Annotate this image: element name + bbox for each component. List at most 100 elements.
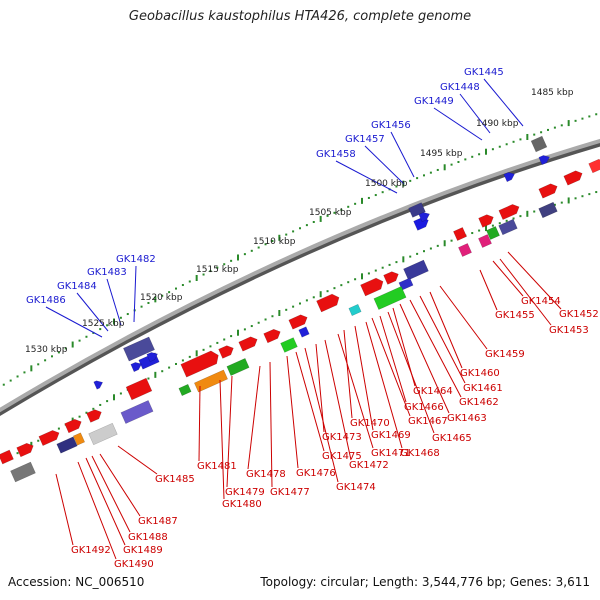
leader-line-red <box>492 260 524 297</box>
gene-label-red: GK1489 <box>123 545 163 556</box>
gene-feature <box>120 400 154 424</box>
kbp-label: 1485 kbp <box>531 88 574 98</box>
gene-feature <box>408 202 426 218</box>
tick-dot-group <box>2 113 598 463</box>
scale-tick-outer <box>278 234 281 241</box>
scale-tick-outer <box>250 249 253 252</box>
scale-tick-inner <box>106 400 109 403</box>
gene-label-red: GK1464 <box>413 386 453 397</box>
scale-tick-inner <box>85 411 88 414</box>
scale-tick-outer <box>23 371 26 374</box>
gene-feature <box>478 234 492 248</box>
scale-tick-outer <box>85 335 88 338</box>
gene-label-red: GK1490 <box>114 559 154 570</box>
scale-tick-inner <box>367 272 370 275</box>
leader-line-red <box>226 375 233 488</box>
gene-label-blue: GK1457 <box>345 134 385 145</box>
scale-tick-inner <box>209 345 212 348</box>
gene-label-group: GK1445 GK1448 GK1449 GK1456 GK1457 GK1458 GK14… <box>26 67 599 570</box>
scale-tick-outer <box>175 287 177 290</box>
scale-tick-outer <box>299 227 301 230</box>
scale-tick-outer <box>326 214 329 217</box>
gene-feature <box>373 286 407 310</box>
scale-tick-inner <box>195 350 198 357</box>
gene-label-red: GK1452 <box>559 309 599 320</box>
gene-label-red: GK1463 <box>447 413 487 424</box>
leader-line-red <box>247 365 261 470</box>
scale-tick-inner <box>99 403 102 406</box>
gene-label-red: GK1461 <box>463 383 503 394</box>
scale-tick-outer <box>395 185 398 188</box>
gene-label-blue: GK1484 <box>57 281 97 292</box>
scale-tick-inner <box>512 217 515 220</box>
leader-line-red <box>419 295 466 384</box>
leader-line-blue <box>364 145 405 185</box>
scale-tick-inner <box>560 201 563 204</box>
scale-tick-outer <box>243 253 246 256</box>
kbp-label: 1530 kbp <box>25 345 68 355</box>
scale-tick-outer <box>126 313 129 316</box>
scale-tick-outer <box>450 163 453 166</box>
kbp-label: 1515 kbp <box>196 265 239 275</box>
leader-line-red <box>324 339 352 461</box>
leader-line-red <box>399 303 450 414</box>
scale-tick-outer <box>154 296 157 303</box>
leader-line-red <box>507 251 562 310</box>
gene-feature <box>478 214 494 228</box>
scale-tick-inner <box>216 341 219 344</box>
gene-feature <box>588 158 600 174</box>
scale-tick-outer <box>319 215 322 222</box>
scale-tick-outer <box>505 143 508 146</box>
scale-tick-inner <box>202 348 205 351</box>
gene-feature <box>538 183 558 199</box>
leader-line-red <box>219 379 225 500</box>
gene-label-red: GK1470 <box>350 418 390 429</box>
scale-tick-outer <box>16 375 19 378</box>
gene-label-red: GK1468 <box>400 448 440 459</box>
gene-label-red: GK1455 <box>495 310 535 321</box>
kbp-label: 1525 kbp <box>82 319 125 329</box>
gene-feature <box>146 352 158 363</box>
gene-feature <box>458 243 472 257</box>
gene-feature <box>503 172 515 183</box>
scale-tick-inner <box>237 329 239 336</box>
scale-tick-outer <box>71 341 74 348</box>
scale-tick-outer <box>464 158 467 161</box>
scale-tick-inner <box>533 210 536 213</box>
scale-tick-outer <box>30 365 33 372</box>
gene-feature <box>263 328 281 344</box>
scale-tick-outer <box>361 197 363 204</box>
gene-feature <box>86 409 102 423</box>
scale-tick-inner <box>175 362 177 365</box>
gene-label-red: GK1462 <box>459 397 499 408</box>
scale-tick-outer <box>292 230 295 233</box>
scale-tick-outer <box>168 291 171 294</box>
scale-tick-inner <box>450 239 453 242</box>
gene-label-red: GK1474 <box>336 482 376 493</box>
scale-tick-outer <box>457 161 460 164</box>
scale-tick-outer <box>560 124 563 127</box>
gene-label-red: GK1460 <box>460 368 500 379</box>
genome-backbone <box>0 138 600 413</box>
scale-tick-outer <box>99 328 102 331</box>
scale-tick-outer <box>512 140 515 143</box>
scale-tick-outer <box>106 324 109 327</box>
gene-label-red: GK1467 <box>408 416 448 427</box>
scale-tick-inner <box>505 219 508 222</box>
gene-label-blue: GK1445 <box>464 67 504 78</box>
scale-tick-inner <box>312 296 315 299</box>
scale-tick-outer <box>285 233 288 236</box>
scale-tick-inner <box>416 252 419 255</box>
kbp-label: 1490 kbp <box>476 119 519 129</box>
scale-tick-inner <box>443 240 446 247</box>
scale-tick-inner <box>168 366 171 369</box>
leader-line-blue <box>106 278 122 326</box>
scale-tick-outer <box>333 211 336 214</box>
gene-feature <box>348 303 362 317</box>
gene-feature <box>38 430 60 446</box>
gene-label-red: GK1478 <box>246 469 286 480</box>
scale-tick-inner <box>37 439 40 442</box>
scale-tick-outer <box>188 280 191 283</box>
scale-tick-inner <box>361 273 363 280</box>
